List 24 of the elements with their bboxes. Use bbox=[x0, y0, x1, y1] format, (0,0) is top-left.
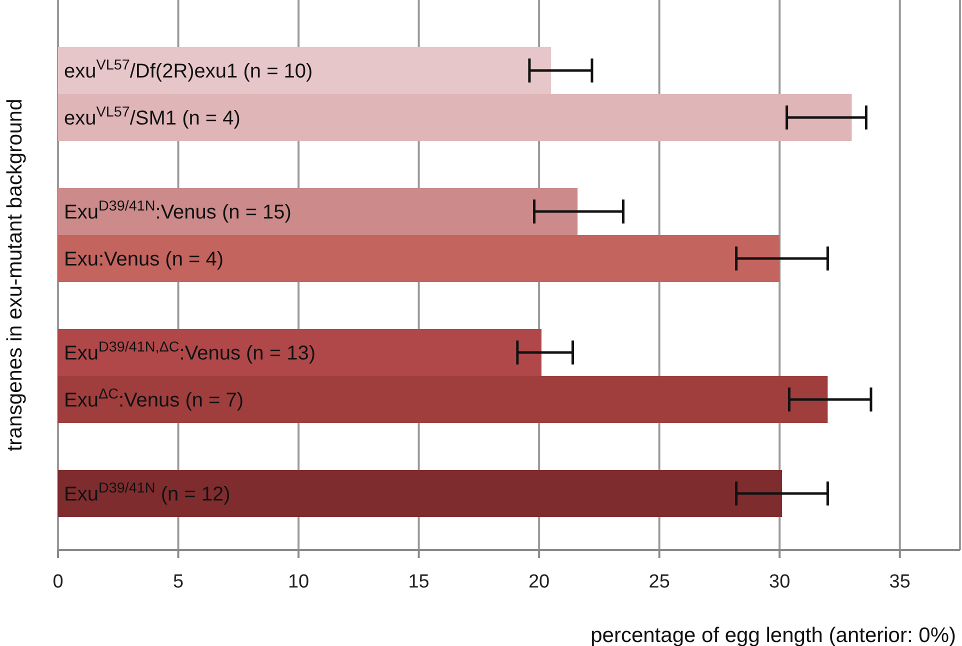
bar bbox=[58, 47, 552, 94]
bar bbox=[58, 188, 578, 235]
x-axis-title: percentage of egg length (anterior: 0%) bbox=[590, 624, 956, 646]
y-tick-label: exu$^{VL57}$/SM1 (n = 4) bbox=[64, 104, 240, 130]
bar bbox=[58, 376, 828, 423]
x-tick-label: 10 bbox=[288, 571, 310, 592]
x-tick-label: 5 bbox=[172, 571, 184, 592]
x-tick-label: 25 bbox=[648, 571, 670, 592]
x-tick-label: 20 bbox=[528, 571, 550, 592]
y-tick-label: exu$^{VL57}$/Df(2R)exu1 (n = 10) bbox=[64, 58, 313, 82]
y-tick-label: Exu$^{ΔC}$:Venus (n = 7) bbox=[64, 386, 244, 412]
bar bbox=[58, 329, 542, 376]
y-axis-title: transgenes in exu-mutant background bbox=[3, 98, 26, 452]
bar bbox=[58, 235, 780, 282]
y-tick-label: Exu$^{D39/41N}$ (n = 12) bbox=[64, 480, 230, 506]
bar bbox=[58, 470, 782, 517]
x-tick-label: 15 bbox=[408, 571, 430, 592]
y-tick-label: Exu$^{D39/41N,ΔC}$:Venus (n = 13) bbox=[64, 340, 316, 364]
x-tick-label: 0 bbox=[52, 571, 64, 592]
x-tick-label: 35 bbox=[889, 571, 910, 592]
y-tick-label: Exu:Venus (n = 4) bbox=[64, 248, 224, 270]
y-tick-label: Exu$^{D39/41N}$:Venus (n = 15) bbox=[64, 198, 292, 224]
bar bbox=[58, 94, 852, 141]
x-tick-label: 30 bbox=[769, 571, 790, 592]
